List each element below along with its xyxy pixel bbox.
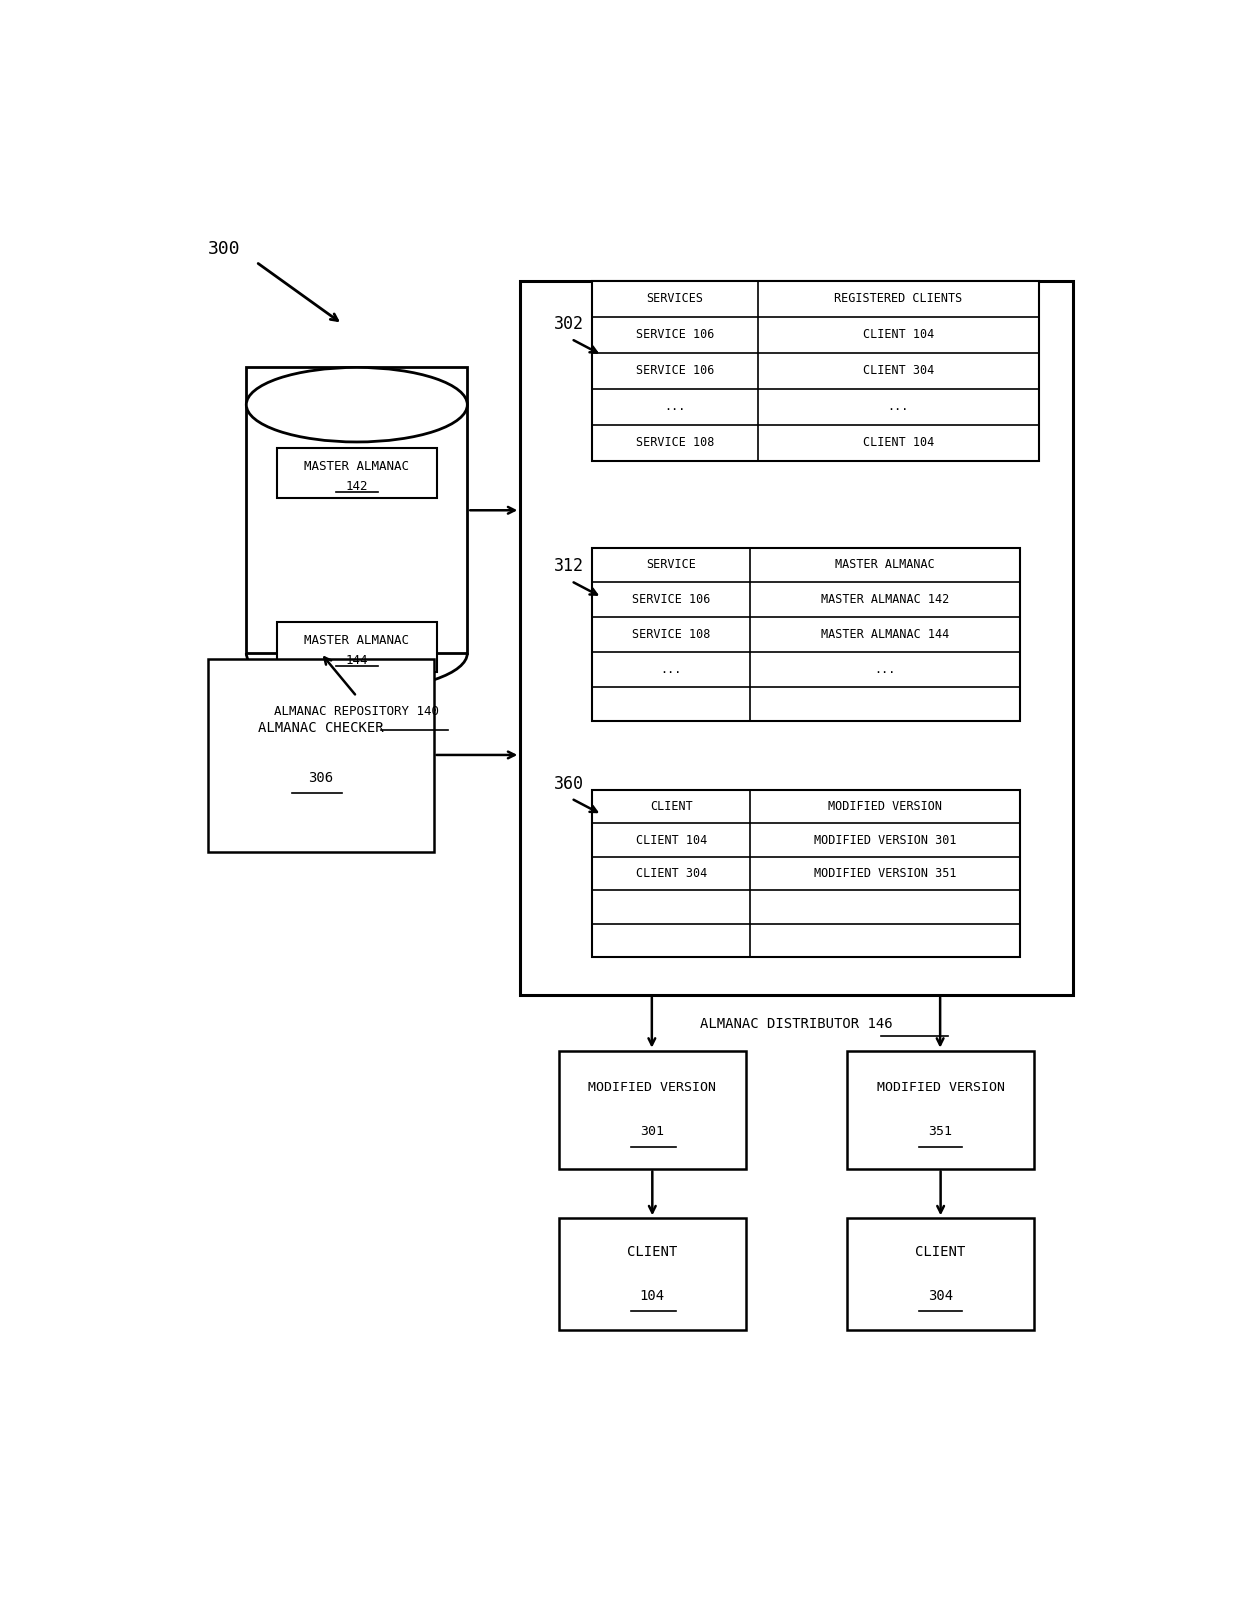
Text: CLIENT 304: CLIENT 304 bbox=[863, 365, 934, 377]
Text: ...: ... bbox=[665, 400, 686, 413]
Text: SERVICE 106: SERVICE 106 bbox=[636, 327, 714, 340]
Text: 144: 144 bbox=[346, 655, 368, 668]
FancyBboxPatch shape bbox=[593, 281, 1039, 461]
Text: MASTER ALMANAC: MASTER ALMANAC bbox=[304, 460, 409, 473]
Text: 142: 142 bbox=[346, 481, 368, 494]
Text: ...: ... bbox=[661, 663, 682, 676]
Ellipse shape bbox=[247, 368, 467, 442]
Text: 351: 351 bbox=[929, 1126, 952, 1139]
Text: CLIENT 304: CLIENT 304 bbox=[636, 868, 707, 881]
FancyBboxPatch shape bbox=[277, 448, 436, 498]
FancyBboxPatch shape bbox=[558, 1050, 746, 1168]
FancyBboxPatch shape bbox=[521, 281, 1073, 995]
Text: CLIENT: CLIENT bbox=[915, 1245, 966, 1258]
Text: CLIENT: CLIENT bbox=[650, 800, 693, 813]
Text: 306: 306 bbox=[309, 771, 334, 786]
Text: SERVICE 108: SERVICE 108 bbox=[632, 627, 711, 640]
Text: ...: ... bbox=[874, 663, 895, 676]
FancyBboxPatch shape bbox=[593, 790, 1019, 958]
Text: 104: 104 bbox=[640, 1289, 665, 1303]
Text: MODIFIED VERSION: MODIFIED VERSION bbox=[877, 1081, 1004, 1094]
Text: CLIENT 104: CLIENT 104 bbox=[863, 436, 934, 448]
Text: 301: 301 bbox=[640, 1126, 665, 1139]
Text: 300: 300 bbox=[208, 240, 241, 258]
Text: SERVICE: SERVICE bbox=[646, 558, 697, 571]
Text: CLIENT 104: CLIENT 104 bbox=[863, 327, 934, 340]
FancyBboxPatch shape bbox=[847, 1218, 1034, 1331]
FancyBboxPatch shape bbox=[277, 621, 436, 671]
Text: SERVICE 106: SERVICE 106 bbox=[632, 594, 711, 606]
Text: MASTER ALMANAC 144: MASTER ALMANAC 144 bbox=[821, 627, 950, 640]
Text: MODIFIED VERSION 301: MODIFIED VERSION 301 bbox=[813, 834, 956, 847]
Text: REGISTERED CLIENTS: REGISTERED CLIENTS bbox=[835, 292, 962, 305]
Text: SERVICE 108: SERVICE 108 bbox=[636, 436, 714, 448]
Text: MASTER ALMANAC: MASTER ALMANAC bbox=[304, 634, 409, 647]
Text: ...: ... bbox=[888, 400, 909, 413]
Text: CLIENT 104: CLIENT 104 bbox=[636, 834, 707, 847]
FancyBboxPatch shape bbox=[847, 1050, 1034, 1168]
Text: MODIFIED VERSION: MODIFIED VERSION bbox=[588, 1081, 717, 1094]
Text: 302: 302 bbox=[554, 315, 584, 332]
FancyBboxPatch shape bbox=[208, 660, 434, 852]
Text: MODIFIED VERSION: MODIFIED VERSION bbox=[828, 800, 942, 813]
Bar bbox=[247, 368, 467, 653]
Text: MASTER ALMANAC 142: MASTER ALMANAC 142 bbox=[821, 594, 950, 606]
Text: SERVICES: SERVICES bbox=[646, 292, 703, 305]
Text: 304: 304 bbox=[928, 1289, 954, 1303]
Text: MODIFIED VERSION 351: MODIFIED VERSION 351 bbox=[813, 868, 956, 881]
Text: ALMANAC DISTRIBUTOR 146: ALMANAC DISTRIBUTOR 146 bbox=[701, 1018, 893, 1031]
Text: ALMANAC CHECKER: ALMANAC CHECKER bbox=[258, 721, 383, 736]
Text: ALMANAC REPOSITORY 140: ALMANAC REPOSITORY 140 bbox=[274, 705, 439, 718]
Text: SERVICE 106: SERVICE 106 bbox=[636, 365, 714, 377]
FancyBboxPatch shape bbox=[593, 547, 1019, 721]
Text: MASTER ALMANAC: MASTER ALMANAC bbox=[836, 558, 935, 571]
Text: 360: 360 bbox=[554, 774, 584, 792]
Text: 312: 312 bbox=[554, 556, 584, 576]
FancyBboxPatch shape bbox=[558, 1218, 746, 1331]
Text: CLIENT: CLIENT bbox=[627, 1245, 677, 1258]
